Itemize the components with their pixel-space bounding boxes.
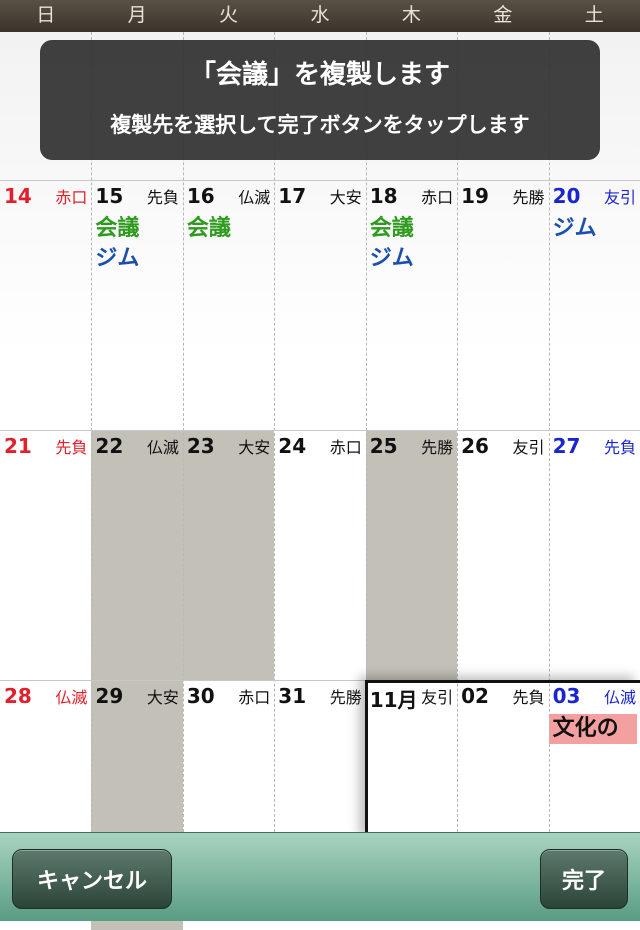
rokuyo-label: 大安 xyxy=(146,688,179,707)
rokuyo-label: 仏滅 xyxy=(603,688,636,707)
day-cell[interactable]: 24 赤口 xyxy=(274,430,365,680)
rokuyo-label: 仏滅 xyxy=(146,438,179,457)
event-list: 会議 ジム xyxy=(95,214,139,274)
day-cell[interactable]: 16 仏滅 会議 xyxy=(183,180,274,430)
weekday-label: 土 xyxy=(584,4,604,26)
bottom-toolbar: キャンセル 完了 xyxy=(0,832,640,921)
day-cell[interactable]: 11月 友引 xyxy=(366,680,457,930)
weekday-label: 木 xyxy=(401,4,421,26)
weekday-label: 火 xyxy=(219,4,239,26)
column-divider xyxy=(548,32,550,832)
rokuyo-label: 友引 xyxy=(512,438,545,457)
column-divider xyxy=(274,32,276,832)
row-divider xyxy=(0,180,640,181)
rokuyo-label: 友引 xyxy=(421,688,454,707)
day-number: 15 xyxy=(95,184,124,208)
day-cell[interactable]: 21 先負 xyxy=(0,430,91,680)
next-month-boundary xyxy=(365,680,640,840)
rokuyo-label: 赤口 xyxy=(238,688,271,707)
column-divider xyxy=(182,32,184,832)
done-button[interactable]: 完了 xyxy=(540,849,628,909)
day-number: 21 xyxy=(4,434,32,458)
day-cell[interactable]: 17 大安 xyxy=(274,180,365,430)
day-cell[interactable]: 20 友引 ジム xyxy=(549,180,640,430)
rokuyo-label: 先負 xyxy=(603,438,636,457)
day-cell[interactable]: 25 先勝 xyxy=(365,430,458,680)
day-number: 28 xyxy=(4,684,32,708)
rokuyo-label: 赤口 xyxy=(421,188,454,207)
day-cell[interactable]: 31 先勝 xyxy=(274,680,365,930)
weekday-label: 月 xyxy=(127,4,147,26)
day-number: 11月 xyxy=(369,688,418,712)
day-number: 22 xyxy=(95,434,124,458)
event-item[interactable]: 会議 xyxy=(95,216,140,241)
duplicate-hint-overlay: 「会議」を複製します 複製先を選択して完了ボタンをタップします xyxy=(40,40,600,160)
day-number: 25 xyxy=(369,434,398,458)
rokuyo-label: 赤口 xyxy=(329,438,362,457)
event-item[interactable]: ジム xyxy=(552,216,597,241)
day-number: 30 xyxy=(186,684,215,708)
day-cell[interactable]: 23 大安 xyxy=(182,430,275,680)
rokuyo-label: 先負 xyxy=(55,438,88,457)
day-cell[interactable]: 14 赤口 xyxy=(0,180,91,430)
day-number: 26 xyxy=(461,434,489,458)
day-number: 31 xyxy=(278,684,307,708)
rokuyo-label: 先勝 xyxy=(512,188,545,207)
event-list: 会議 xyxy=(187,214,231,244)
day-number: 02 xyxy=(461,684,489,708)
rokuyo-label: 先負 xyxy=(146,188,179,207)
event-list: 会議 ジム xyxy=(370,214,414,274)
event-item[interactable]: ジム xyxy=(369,246,414,271)
day-number: 19 xyxy=(461,184,489,208)
day-cell[interactable]: 22 仏滅 xyxy=(91,430,183,680)
weekday-label: 日 xyxy=(36,4,56,26)
rokuyo-label: 先勝 xyxy=(421,438,454,457)
rokuyo-label: 大安 xyxy=(329,188,362,207)
day-number: 24 xyxy=(278,434,307,458)
event-item[interactable]: 会議 xyxy=(186,216,231,241)
event-item[interactable]: 会議 xyxy=(369,216,414,241)
row-divider xyxy=(0,430,640,431)
column-divider xyxy=(365,32,367,832)
day-cell[interactable]: 28 仏滅 xyxy=(0,680,91,930)
event-list: 文化の xyxy=(548,714,637,744)
day-cell[interactable]: 27 先負 xyxy=(549,430,640,680)
rokuyo-label: 赤口 xyxy=(55,188,88,207)
overlay-title: 「会議」を複製します xyxy=(189,60,450,90)
column-divider xyxy=(91,32,93,832)
day-cell[interactable]: 30 赤口 xyxy=(183,680,274,930)
day-number: 18 xyxy=(369,184,398,208)
row-divider xyxy=(0,680,640,681)
day-number: 17 xyxy=(278,184,307,208)
day-number: 29 xyxy=(95,684,124,708)
rokuyo-label: 先負 xyxy=(512,688,545,707)
day-cell[interactable]: 03 仏滅文化の xyxy=(548,680,640,930)
day-cell[interactable]: 19 先勝 xyxy=(457,180,548,430)
rokuyo-label: 友引 xyxy=(603,188,636,207)
weekday-label: 水 xyxy=(310,4,330,26)
day-number: 03 xyxy=(552,684,581,708)
column-divider xyxy=(457,32,459,832)
day-cell[interactable]: 15 先負 会議ジム xyxy=(91,180,182,430)
rokuyo-label: 仏滅 xyxy=(55,688,88,707)
cancel-button[interactable]: キャンセル xyxy=(12,849,172,909)
rokuyo-label: 先勝 xyxy=(329,688,362,707)
event-item[interactable]: ジム xyxy=(95,246,140,271)
day-number: 16 xyxy=(186,184,215,208)
overlay-subtitle: 複製先を選択して完了ボタンをタップします xyxy=(110,113,530,137)
month-grid: 14 赤口 15 先負 会議 ジム 16 仏滅 会議 17 大安 18 赤口 会議 ジム 19 先勝 20 友引 ジム… xyxy=(0,32,640,930)
event-item[interactable]: 文化の xyxy=(548,714,637,744)
day-cell[interactable]: 18 赤口 会議ジム xyxy=(366,180,457,430)
event-list: ジム xyxy=(553,214,597,244)
weekday-label: 金 xyxy=(493,4,513,26)
day-cell[interactable]: 02 先負 xyxy=(457,680,548,930)
weekday-header: 日月火水木金土 xyxy=(0,0,640,33)
day-number: 20 xyxy=(552,184,581,208)
day-number: 14 xyxy=(4,184,32,208)
day-number: 27 xyxy=(552,434,581,458)
rokuyo-label: 大安 xyxy=(238,438,271,457)
rokuyo-label: 仏滅 xyxy=(238,188,271,207)
day-number: 23 xyxy=(186,434,215,458)
day-cell[interactable]: 26 友引 xyxy=(457,430,548,680)
